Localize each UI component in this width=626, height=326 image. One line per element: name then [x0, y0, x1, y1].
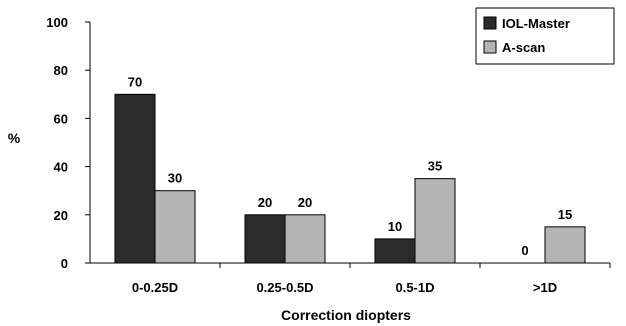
bar-a-scan: [544, 226, 586, 264]
y-tick-label: 80: [54, 63, 68, 78]
y-tick-label: 0: [61, 256, 68, 271]
bar-iol-master: [374, 238, 416, 264]
data-label: 70: [128, 74, 142, 89]
legend-swatch: [483, 40, 497, 54]
y-axis-ticks: 0 20 40 60 80 100: [46, 15, 90, 271]
legend: IOL-Master A-scan: [475, 7, 615, 65]
bar-iol-master: [244, 214, 286, 264]
legend-label: A-scan: [502, 40, 545, 55]
y-tick-label: 40: [54, 160, 68, 175]
legend-swatch: [483, 16, 497, 30]
y-axis-title: %: [8, 130, 21, 146]
x-axis-title: Correction diopters: [281, 307, 411, 323]
data-label: 20: [298, 195, 312, 210]
y-tick-label: 20: [54, 208, 68, 223]
bar-a-scan: [414, 178, 456, 264]
legend-box: [475, 7, 615, 65]
data-label: 0: [521, 243, 528, 258]
bar-a-scan: [154, 190, 196, 264]
data-label: 15: [558, 207, 572, 222]
y-tick-label: 100: [46, 15, 68, 30]
x-tick-label: 0-0.25D: [132, 280, 178, 295]
x-tick-label: >1D: [533, 280, 557, 295]
x-axis-tick-labels: 0-0.25D 0.25-0.5D 0.5-1D >1D: [132, 263, 611, 295]
x-tick-label: 0.5-1D: [395, 280, 434, 295]
y-tick-label: 60: [54, 111, 68, 126]
bar-iol-master: [114, 93, 156, 264]
data-label: 35: [428, 159, 442, 174]
bar-a-scan: [284, 214, 326, 264]
data-label: 20: [258, 195, 272, 210]
x-tick-label: 0.25-0.5D: [256, 280, 313, 295]
legend-label: IOL-Master: [502, 16, 570, 31]
data-label: 10: [388, 219, 402, 234]
data-label: 30: [168, 171, 182, 186]
chart-bars: 70 30 20 20 10 35 0 15: [114, 74, 586, 264]
